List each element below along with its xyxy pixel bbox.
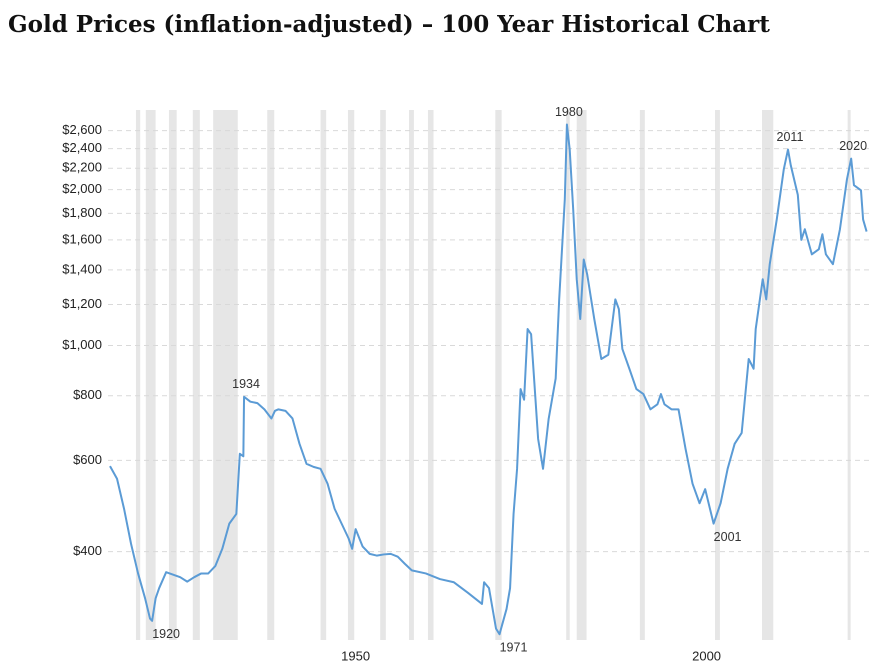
recession-band [408,110,414,640]
recession-band [495,110,502,640]
grid: $400 $600 $800 $1,000 $1,200 $1,400 $1,600 $1,8… [62,122,870,663]
recession-band [576,110,587,640]
recession-band [168,110,177,640]
recession-band [380,110,386,640]
annotation: 2020 [839,139,867,153]
y-tick-label: $1,600 [62,231,102,246]
y-tick-label: $1,800 [62,205,102,220]
y-tick-label: $400 [73,543,102,558]
x-tick-label: 2000 [692,648,721,663]
recession-band [427,110,434,640]
annotation: 1934 [232,377,260,391]
recession-band [639,110,645,640]
x-tick-label: 1950 [341,648,370,663]
y-tick-label: $800 [73,387,102,402]
recession-band [145,110,156,640]
y-tick-label: $1,400 [62,261,102,276]
annotation: 2001 [714,530,742,544]
y-tick-label: $2,600 [62,122,102,137]
chart-title: Gold Prices (inflation-adjusted) – 100 Y… [8,11,770,38]
y-tick-label: $600 [73,452,102,467]
recession-band [320,110,327,640]
recession-band [714,110,720,640]
recession-band [192,110,200,640]
recession-band [135,110,141,640]
recession-band [566,110,570,640]
annotation: 1920 [152,627,180,641]
annotation: 1971 [500,641,528,655]
plot: 1920 1934 1971 1980 2001 2011 2020 [109,105,868,655]
recession-band [762,110,774,640]
annotation: 2011 [777,130,804,144]
recession-band [347,110,355,640]
price-line [109,123,868,636]
recession-band [847,110,851,640]
annotation: 1980 [555,105,583,119]
y-tick-label: $1,200 [62,296,102,311]
y-tick-label: $2,000 [62,181,102,196]
recession-band [267,110,275,640]
y-tick-label: $1,000 [62,337,102,352]
y-tick-label: $2,200 [62,160,102,175]
y-tick-label: $2,400 [62,140,102,155]
